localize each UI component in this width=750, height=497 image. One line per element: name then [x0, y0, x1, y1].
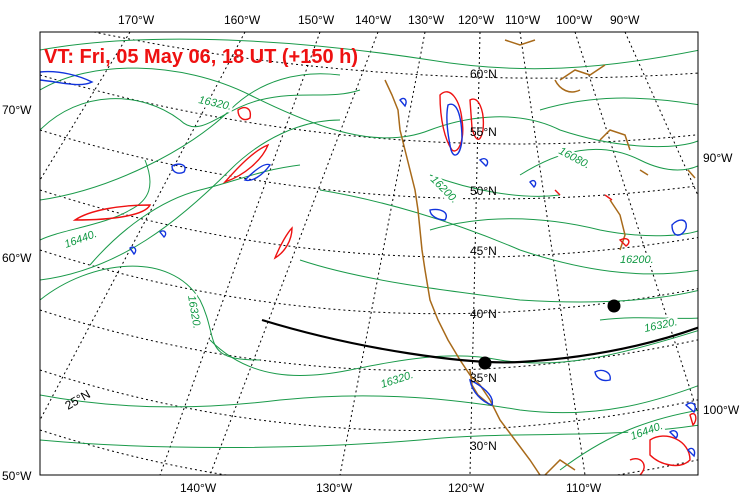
- lon-line-130w: [339, 32, 426, 475]
- contour-label-bg: [619, 254, 655, 266]
- contour-label-bg: [184, 293, 203, 331]
- lon-line-100w: [574, 32, 698, 416]
- lat-line-30n: [40, 369, 698, 431]
- lat-label-55n: 55°N: [470, 125, 497, 139]
- lat-label-45n: 45°N: [470, 244, 497, 258]
- lat-labels: 60°N 55°N 50°N 45°N 40°N 35°N 30°N 25°N: [63, 67, 497, 453]
- lat-line-25n: [40, 429, 698, 475]
- top-lon-label: 140°W: [355, 13, 392, 27]
- bottom-lon-labels: 140°W 130°W 120°W 110°W: [180, 481, 602, 495]
- lon-line-90w: [624, 32, 698, 197]
- top-lon-label: 150°W: [298, 13, 335, 27]
- lon-line-120w: [469, 32, 481, 475]
- contour-label: 16200.: [428, 174, 460, 206]
- route-line: [261, 318, 698, 364]
- contour-label: 16320.: [643, 316, 678, 335]
- bottom-lon-label: 140°W: [180, 481, 217, 495]
- contour-label-bg: [642, 315, 680, 336]
- contour-label: 16320.: [379, 369, 415, 391]
- negative-anomalies: [40, 70, 696, 458]
- contour-label-bg: [627, 419, 666, 444]
- right-label: 90°W: [703, 151, 733, 165]
- map-frame: [39, 31, 699, 476]
- route-start-marker: [478, 356, 492, 370]
- lat-label-40n: 40°N: [470, 307, 497, 321]
- coastline: [384, 39, 696, 475]
- contour-label-bg: [196, 93, 234, 114]
- right-label: 100°W: [703, 403, 740, 417]
- left-labels: 70°W 60°W 50°W: [2, 103, 32, 483]
- graticule: [40, 32, 698, 475]
- lat-label-30n: 30°N: [470, 439, 497, 453]
- lat-label-50n: 50°N: [470, 184, 497, 198]
- lon-line-140w: [209, 32, 379, 475]
- contour-label-bg: [61, 227, 100, 252]
- right-labels: 90°W 100°W: [703, 151, 740, 417]
- lat-line-40n: [40, 249, 698, 315]
- contour-label: 16320.: [197, 94, 232, 113]
- bottom-lon-label: 110°W: [566, 481, 602, 495]
- positive-anomalies: [72, 91, 697, 475]
- contour-label-bg: [427, 172, 461, 207]
- bottom-lon-label: 120°W: [448, 481, 485, 495]
- contour-label: 16200.: [620, 254, 654, 266]
- top-lon-label: 160°W: [224, 13, 261, 27]
- left-label: 60°W: [2, 251, 32, 265]
- left-label: 70°W: [2, 103, 32, 117]
- route-end-marker: [607, 299, 621, 313]
- lon-line-170w: [40, 32, 131, 181]
- left-label: 50°W: [2, 469, 32, 483]
- lat-line-55n: [40, 74, 698, 145]
- bottom-lon-label: 130°W: [316, 481, 353, 495]
- lat-label-25n: 25°N: [63, 387, 93, 413]
- top-lon-label: 100°W: [556, 13, 593, 27]
- valid-time-title: VT: Fri, 05 May 06, 18 UT (+150 h): [44, 46, 358, 68]
- contour-label: 16440.: [63, 228, 99, 251]
- lon-line-150w: [159, 32, 321, 475]
- top-lon-label: 170°W: [118, 13, 155, 27]
- lat-line-35n: [40, 309, 698, 371]
- top-lon-label: 130°W: [408, 13, 445, 27]
- lat-label-35n: 35°N: [470, 371, 497, 385]
- top-lon-label: 110°W: [505, 13, 541, 27]
- top-lon-labels: 170°W 160°W 150°W 140°W 130°W 120°W 110°…: [118, 13, 640, 27]
- lat-line-50n: [40, 129, 698, 200]
- contours: [40, 38, 698, 471]
- contour-label: 16080.: [557, 145, 592, 171]
- top-lon-label: 120°W: [458, 13, 495, 27]
- top-lon-label: 90°W: [610, 13, 640, 27]
- lat-line-45n: [40, 189, 698, 258]
- lat-label-60n: 60°N: [470, 67, 497, 81]
- lon-line-160w: [40, 32, 246, 421]
- contour-label-bg: [378, 368, 416, 392]
- contour-label: 16320.: [185, 294, 203, 329]
- contour-label-bg: [555, 144, 593, 172]
